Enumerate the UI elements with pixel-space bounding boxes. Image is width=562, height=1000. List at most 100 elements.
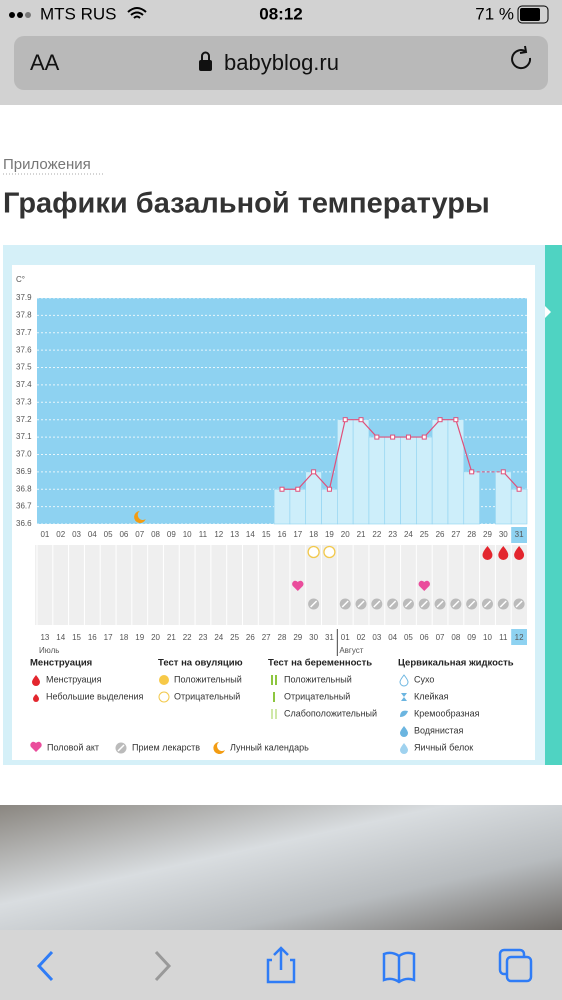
article-photo bbox=[0, 805, 562, 930]
moon bbox=[134, 511, 146, 523]
battery-icon bbox=[517, 5, 549, 24]
date-label: 16 bbox=[88, 633, 97, 642]
x-tick-label: 04 bbox=[88, 530, 97, 539]
pill-line bbox=[436, 600, 444, 608]
date-label: 12 bbox=[515, 633, 524, 642]
legend-item: Положительный bbox=[284, 674, 352, 684]
icon bbox=[159, 675, 169, 685]
icon bbox=[271, 709, 277, 719]
tabs-button[interactable] bbox=[505, 955, 533, 983]
date-label: 03 bbox=[372, 633, 381, 642]
bar bbox=[273, 488, 291, 525]
x-tick-label: 16 bbox=[278, 530, 287, 539]
legend-item: Клейкая bbox=[414, 691, 449, 701]
symbol-grid bbox=[35, 545, 527, 625]
y-tick-label: 37.5 bbox=[16, 363, 32, 372]
x-tick-label: 30 bbox=[499, 530, 508, 539]
bar bbox=[463, 471, 480, 525]
date-label: 04 bbox=[388, 633, 397, 642]
x-tick-label: 28 bbox=[467, 530, 476, 539]
date-label: 15 bbox=[72, 633, 81, 642]
x-tick-label: 09 bbox=[167, 530, 176, 539]
point bbox=[453, 417, 459, 423]
pill-line bbox=[117, 744, 125, 752]
date-label: 26 bbox=[246, 633, 255, 642]
legend-item: Отрицательный bbox=[174, 691, 240, 701]
forward-button[interactable] bbox=[154, 950, 172, 982]
date-label: 11 bbox=[499, 633, 508, 642]
pill-line bbox=[515, 600, 523, 608]
heart bbox=[292, 580, 304, 591]
x-tick-label: 13 bbox=[230, 530, 239, 539]
point bbox=[405, 434, 411, 440]
x-tick-label: 12 bbox=[214, 530, 223, 539]
bar bbox=[510, 488, 528, 525]
date-label: 24 bbox=[214, 633, 223, 642]
pill bbox=[450, 598, 462, 610]
date-label: 29 bbox=[293, 633, 302, 642]
legend-item: Яичный белок bbox=[414, 742, 473, 752]
legend-title: Цервикальная жидкость bbox=[398, 658, 514, 669]
pill-line bbox=[389, 600, 397, 608]
address-bar[interactable] bbox=[14, 36, 548, 90]
breadcrumb[interactable]: Приложения bbox=[3, 156, 91, 173]
menstruation-drop bbox=[514, 546, 525, 560]
side-arrow bbox=[545, 306, 551, 318]
month-label: Июль bbox=[39, 646, 59, 655]
reload-icon[interactable] bbox=[511, 45, 532, 70]
pill-line bbox=[483, 600, 492, 608]
point bbox=[358, 417, 364, 423]
text-size-button[interactable]: AA bbox=[30, 50, 60, 75]
bookmarks-button[interactable] bbox=[382, 951, 416, 984]
point bbox=[279, 486, 285, 492]
icon bbox=[158, 691, 170, 703]
pill bbox=[418, 598, 430, 610]
heading: Графики базальной температуры bbox=[3, 188, 490, 220]
pill bbox=[308, 598, 320, 610]
point bbox=[516, 486, 522, 492]
date-label: 27 bbox=[262, 633, 271, 642]
pill-line bbox=[468, 600, 476, 608]
y-tick-label: 36.6 bbox=[16, 519, 32, 528]
pill bbox=[434, 598, 446, 610]
x-tick-label: 07 bbox=[135, 530, 144, 539]
date-label: 28 bbox=[278, 633, 287, 642]
date-label: 05 bbox=[404, 633, 413, 642]
share-button[interactable] bbox=[266, 946, 296, 984]
clock: 08:12 bbox=[259, 4, 302, 23]
pill-line bbox=[310, 600, 318, 608]
legend-item: Слабоположительный bbox=[284, 708, 377, 718]
y-tick-label: 36.9 bbox=[16, 467, 32, 476]
x-tick-label: 18 bbox=[309, 530, 318, 539]
y-tick-label: 37.7 bbox=[16, 328, 32, 337]
date-label: 08 bbox=[451, 633, 460, 642]
url[interactable]: babyblog.ru bbox=[224, 50, 339, 75]
point bbox=[390, 434, 396, 440]
side-tab[interactable] bbox=[545, 245, 562, 765]
bar bbox=[416, 436, 433, 525]
bar bbox=[431, 419, 449, 525]
legend-item: Менструация bbox=[46, 674, 102, 684]
date-label: 01 bbox=[341, 633, 350, 642]
x-tick-label: 23 bbox=[388, 530, 397, 539]
legend-item: Прием лекарств bbox=[132, 742, 200, 752]
x-tick-label: 20 bbox=[341, 530, 350, 539]
x-tick-label: 14 bbox=[246, 530, 255, 539]
back-button[interactable] bbox=[36, 950, 54, 982]
pill bbox=[466, 598, 478, 610]
legend-item: Водянистая bbox=[414, 725, 463, 735]
battery-level: 71 % bbox=[475, 4, 514, 23]
icon bbox=[400, 710, 408, 717]
point bbox=[437, 417, 443, 423]
legend-title: Тест на беременность bbox=[268, 658, 372, 669]
x-tick-label: 15 bbox=[262, 530, 271, 539]
x-tick-label: 19 bbox=[325, 530, 334, 539]
bar bbox=[352, 419, 370, 525]
icon bbox=[32, 675, 40, 686]
legend-item: Половой акт bbox=[47, 742, 99, 752]
point bbox=[500, 469, 506, 475]
icon bbox=[400, 726, 408, 737]
date-label: 02 bbox=[357, 633, 366, 642]
signal bbox=[17, 12, 23, 18]
pill bbox=[513, 598, 525, 610]
